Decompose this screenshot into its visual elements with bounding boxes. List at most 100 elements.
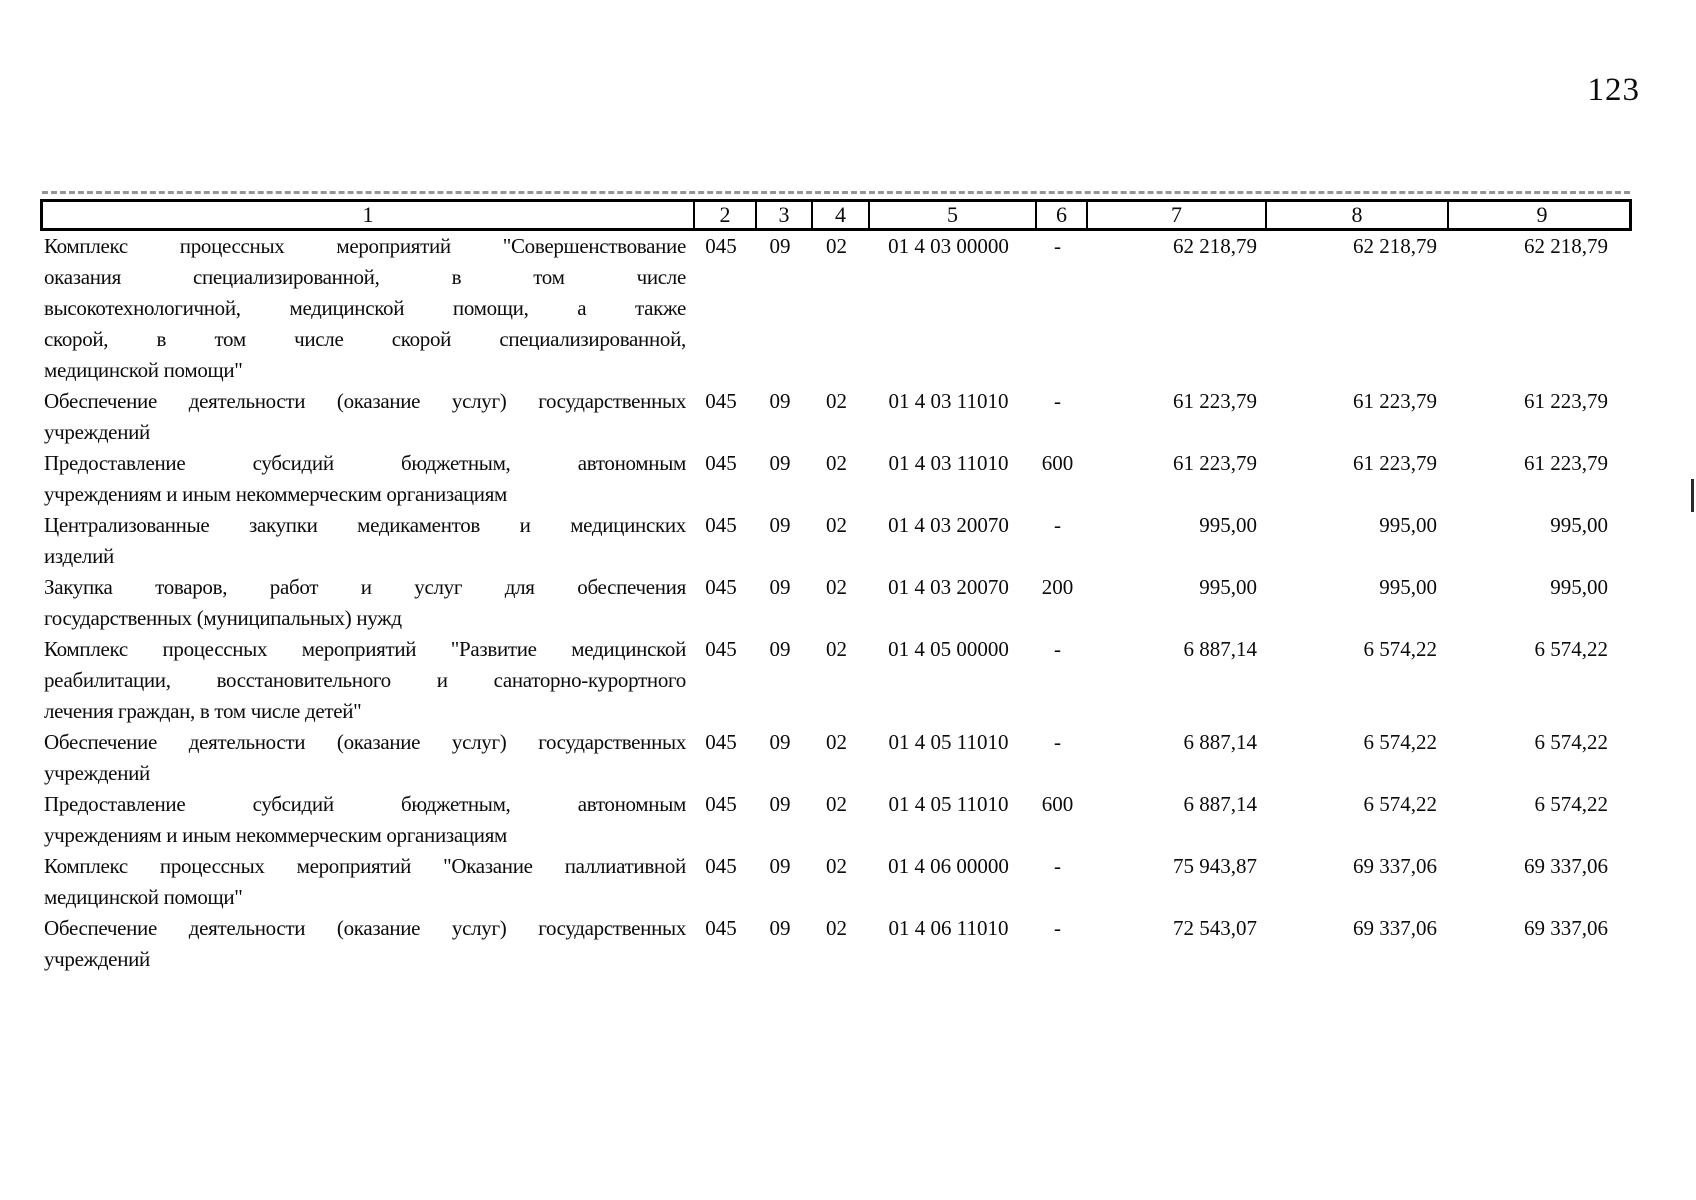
amount-cell: 69 337,06 <box>1353 854 1437 878</box>
expense-type-code-cell: - <box>1054 389 1061 413</box>
subsection-code-cell: 02 <box>826 451 847 475</box>
amount-cell: 62 218,79 <box>1173 234 1257 258</box>
word: том <box>533 265 565 289</box>
subsection-code-cell: 02 <box>826 575 847 599</box>
activity-name-cell: Обеспечение деятельности (оказание услуг) го… <box>40 913 690 975</box>
activity-name-line: Предоставление субсидий бюджетным, автономн… <box>44 789 686 820</box>
expense-type-code-cell: - <box>1054 637 1061 661</box>
word: скорой <box>391 327 452 351</box>
amount-cell: 6 887,14 <box>1183 792 1258 816</box>
word: "Развитие <box>450 637 537 661</box>
word: закупки <box>249 513 318 537</box>
page-number: 123 <box>1587 72 1640 108</box>
activity-name-line: лечения граждан, в том числе детей" <box>44 699 362 723</box>
table-row: Обеспечение деятельности (оказание услуг) го… <box>40 727 1632 789</box>
subsection-code-cell: 02 <box>826 389 847 413</box>
activity-name-line: скорой, в том числе скорой специализированной… <box>44 324 686 355</box>
word: "Оказание <box>443 854 533 878</box>
word: деятельности <box>188 389 306 413</box>
expense-type-code-cell: - <box>1054 513 1061 537</box>
activity-name-line: Закупка товаров, работ и услуг для обеспечения <box>44 572 686 603</box>
word: мероприятий <box>296 854 412 878</box>
word: обеспечения <box>577 575 686 599</box>
word: и <box>519 513 531 537</box>
word: Комплекс <box>44 637 128 661</box>
amount-cell: 995,00 <box>1199 575 1257 599</box>
word: числе <box>294 327 344 351</box>
amount-cell: 62 218,79 <box>1353 234 1437 258</box>
activity-name-line: оказания специализированной, в том числе <box>44 262 686 293</box>
word: мероприятий <box>336 234 451 258</box>
activity-name-line: медицинской помощи" <box>44 885 243 909</box>
header-cell: 8 <box>1265 202 1447 228</box>
target-article-code-cell: 01 4 03 00000 <box>888 234 1009 258</box>
amount-cell: 6 887,14 <box>1183 730 1258 754</box>
word: также <box>635 296 686 320</box>
expense-type-code-cell: - <box>1054 730 1061 754</box>
section-code-cell: 09 <box>769 451 791 475</box>
amount-cell: 61 223,79 <box>1173 451 1257 475</box>
amount-cell: 995,00 <box>1379 575 1437 599</box>
activity-name-cell: Комплекс процессных мероприятий "Развитие ме… <box>40 634 690 727</box>
word: Комплекс <box>44 234 128 258</box>
section-code-cell: 09 <box>769 575 791 599</box>
activity-name-line: Обеспечение деятельности (оказание услуг) го… <box>44 913 686 944</box>
subsection-code-cell: 02 <box>826 792 847 816</box>
table-row: Комплекс процессных мероприятий "Развитие ме… <box>40 634 1632 727</box>
expense-type-code-cell: 600 <box>1041 451 1074 475</box>
word: работ <box>269 575 319 599</box>
amount-cell: 72 543,07 <box>1173 916 1257 940</box>
word: в <box>451 265 462 289</box>
header-cell: 9 <box>1447 202 1635 228</box>
word: государственных <box>538 916 686 940</box>
subsection-code-cell: 02 <box>826 234 847 258</box>
amount-cell: 995,00 <box>1550 513 1608 537</box>
activity-name-line: Комплекс процессных мероприятий "Оказание па… <box>44 851 686 882</box>
word: услуг) <box>451 916 507 940</box>
activity-name-cell: Комплекс процессных мероприятий "Совершенст… <box>40 231 690 386</box>
target-article-code-cell: 01 4 03 20070 <box>888 513 1009 537</box>
amount-cell: 6 574,22 <box>1363 637 1438 661</box>
word: высокотехнологичной, <box>44 296 241 320</box>
amount-cell: 995,00 <box>1379 513 1437 537</box>
word: реабилитации, <box>44 668 171 692</box>
activity-name-line: Комплекс процессных мероприятий "Развитие ме… <box>44 634 686 665</box>
subsection-code-cell: 02 <box>826 637 847 661</box>
word: "Совершенствование <box>502 234 687 258</box>
activity-name-line: Централизованные закупки медикаментов и меди… <box>44 510 686 541</box>
grbs-code-cell: 045 <box>705 854 737 878</box>
amount-cell: 69 337,06 <box>1353 916 1437 940</box>
word: Централизованные <box>44 513 210 537</box>
activity-name-cell: Закупка товаров, работ и услуг для обеспечения… <box>40 572 690 634</box>
word: деятельности <box>188 916 306 940</box>
expense-type-code-cell: - <box>1054 234 1061 258</box>
section-code-cell: 09 <box>769 389 791 413</box>
word: деятельности <box>188 730 306 754</box>
activity-name-cell: Централизованные закупки медикаментов и меди… <box>40 510 690 572</box>
section-code-cell: 09 <box>769 854 791 878</box>
activity-name-cell: Предоставление субсидий бюджетным, автономн… <box>40 448 690 510</box>
word: помощи, <box>452 296 529 320</box>
header-cell: 4 <box>811 202 868 228</box>
word: мероприятий <box>301 637 417 661</box>
word: процессных <box>179 234 285 258</box>
amount-cell: 6 574,22 <box>1534 730 1609 754</box>
expense-type-code-cell: - <box>1054 854 1061 878</box>
subsection-code-cell: 02 <box>826 916 847 940</box>
subsection-code-cell: 02 <box>826 854 847 878</box>
activity-name-line: учреждений <box>44 947 150 971</box>
activity-name-line: учреждениям и иным некоммерческим органи… <box>44 823 508 847</box>
amount-cell: 69 337,06 <box>1524 854 1608 878</box>
activity-name-line: Обеспечение деятельности (оказание услуг) го… <box>44 386 686 417</box>
amount-cell: 62 218,79 <box>1524 234 1608 258</box>
amount-cell: 61 223,79 <box>1353 451 1437 475</box>
target-article-code-cell: 01 4 05 00000 <box>888 637 1009 661</box>
word: том <box>214 327 246 351</box>
word: в <box>156 327 167 351</box>
activity-name-line: учреждений <box>44 761 150 785</box>
word: специализированной, <box>192 265 380 289</box>
word: Предоставление <box>44 792 186 816</box>
table-row: Предоставление субсидий бюджетным, автономн… <box>40 789 1632 851</box>
